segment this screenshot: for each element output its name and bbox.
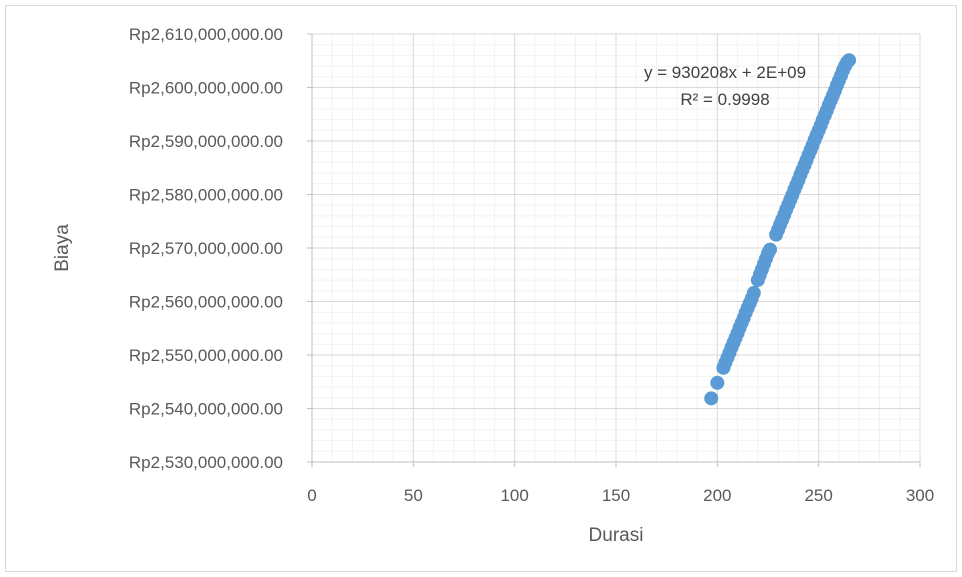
x-tick-label: 200 <box>703 486 731 505</box>
x-tick-label: 250 <box>804 486 832 505</box>
y-tick-label: Rp2,540,000,000.00 <box>129 400 283 419</box>
x-tick-label: 0 <box>307 486 316 505</box>
data-point <box>746 285 761 300</box>
y-tick-label: Rp2,590,000,000.00 <box>129 132 283 151</box>
x-tick-labels: 0 50 100 150 200 250 300 <box>307 486 934 505</box>
x-tick-label: 300 <box>906 486 934 505</box>
y-tick-label: Rp2,570,000,000.00 <box>129 239 283 258</box>
data-point <box>710 375 725 390</box>
x-tick-label: 100 <box>500 486 528 505</box>
data-point <box>704 391 719 406</box>
y-tick-labels: Rp2,530,000,000.00 Rp2,540,000,000.00 Rp2,… <box>129 25 283 472</box>
y-tick-label: Rp2,610,000,000.00 <box>129 25 283 44</box>
y-tick-label: Rp2,550,000,000.00 <box>129 346 283 365</box>
y-tick-label: Rp2,600,000,000.00 <box>129 79 283 98</box>
x-tick-label: 150 <box>602 486 630 505</box>
y-tick-label: Rp2,560,000,000.00 <box>129 293 283 312</box>
x-tick-label: 50 <box>404 486 423 505</box>
x-axis-title: Durasi <box>589 525 644 546</box>
data-point <box>763 242 778 257</box>
y-tick-label: Rp2,530,000,000.00 <box>129 453 283 472</box>
y-tick-label: Rp2,580,000,000.00 <box>129 186 283 205</box>
trendline-r-squared: R² = 0.9998 <box>680 90 769 109</box>
trendline-equation: y = 930208x + 2E+09 <box>644 63 806 82</box>
y-axis-title: Biaya <box>52 224 73 272</box>
data-points <box>704 53 857 406</box>
axes <box>307 33 921 467</box>
data-point <box>842 53 857 68</box>
